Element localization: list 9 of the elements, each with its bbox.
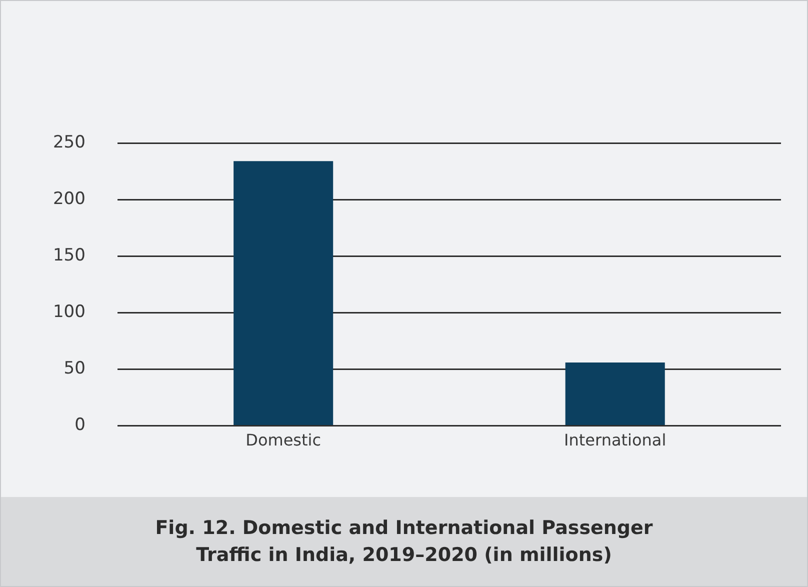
x-tick-label: Domestic	[246, 430, 322, 450]
y-tick-label: 150	[52, 246, 86, 266]
text: Fig. 12. Domestic and International Passenger Traffic in India, 2019–2020 (in millions)	[154, 516, 654, 568]
x-tick-label: International	[564, 430, 666, 450]
y-tick-label: 250	[52, 132, 86, 152]
y-tick-label: 200	[52, 188, 86, 209]
y-tick-label: 100	[52, 302, 86, 322]
y-tick-label: 0	[74, 415, 86, 436]
y-tick-label: 50	[64, 358, 86, 379]
